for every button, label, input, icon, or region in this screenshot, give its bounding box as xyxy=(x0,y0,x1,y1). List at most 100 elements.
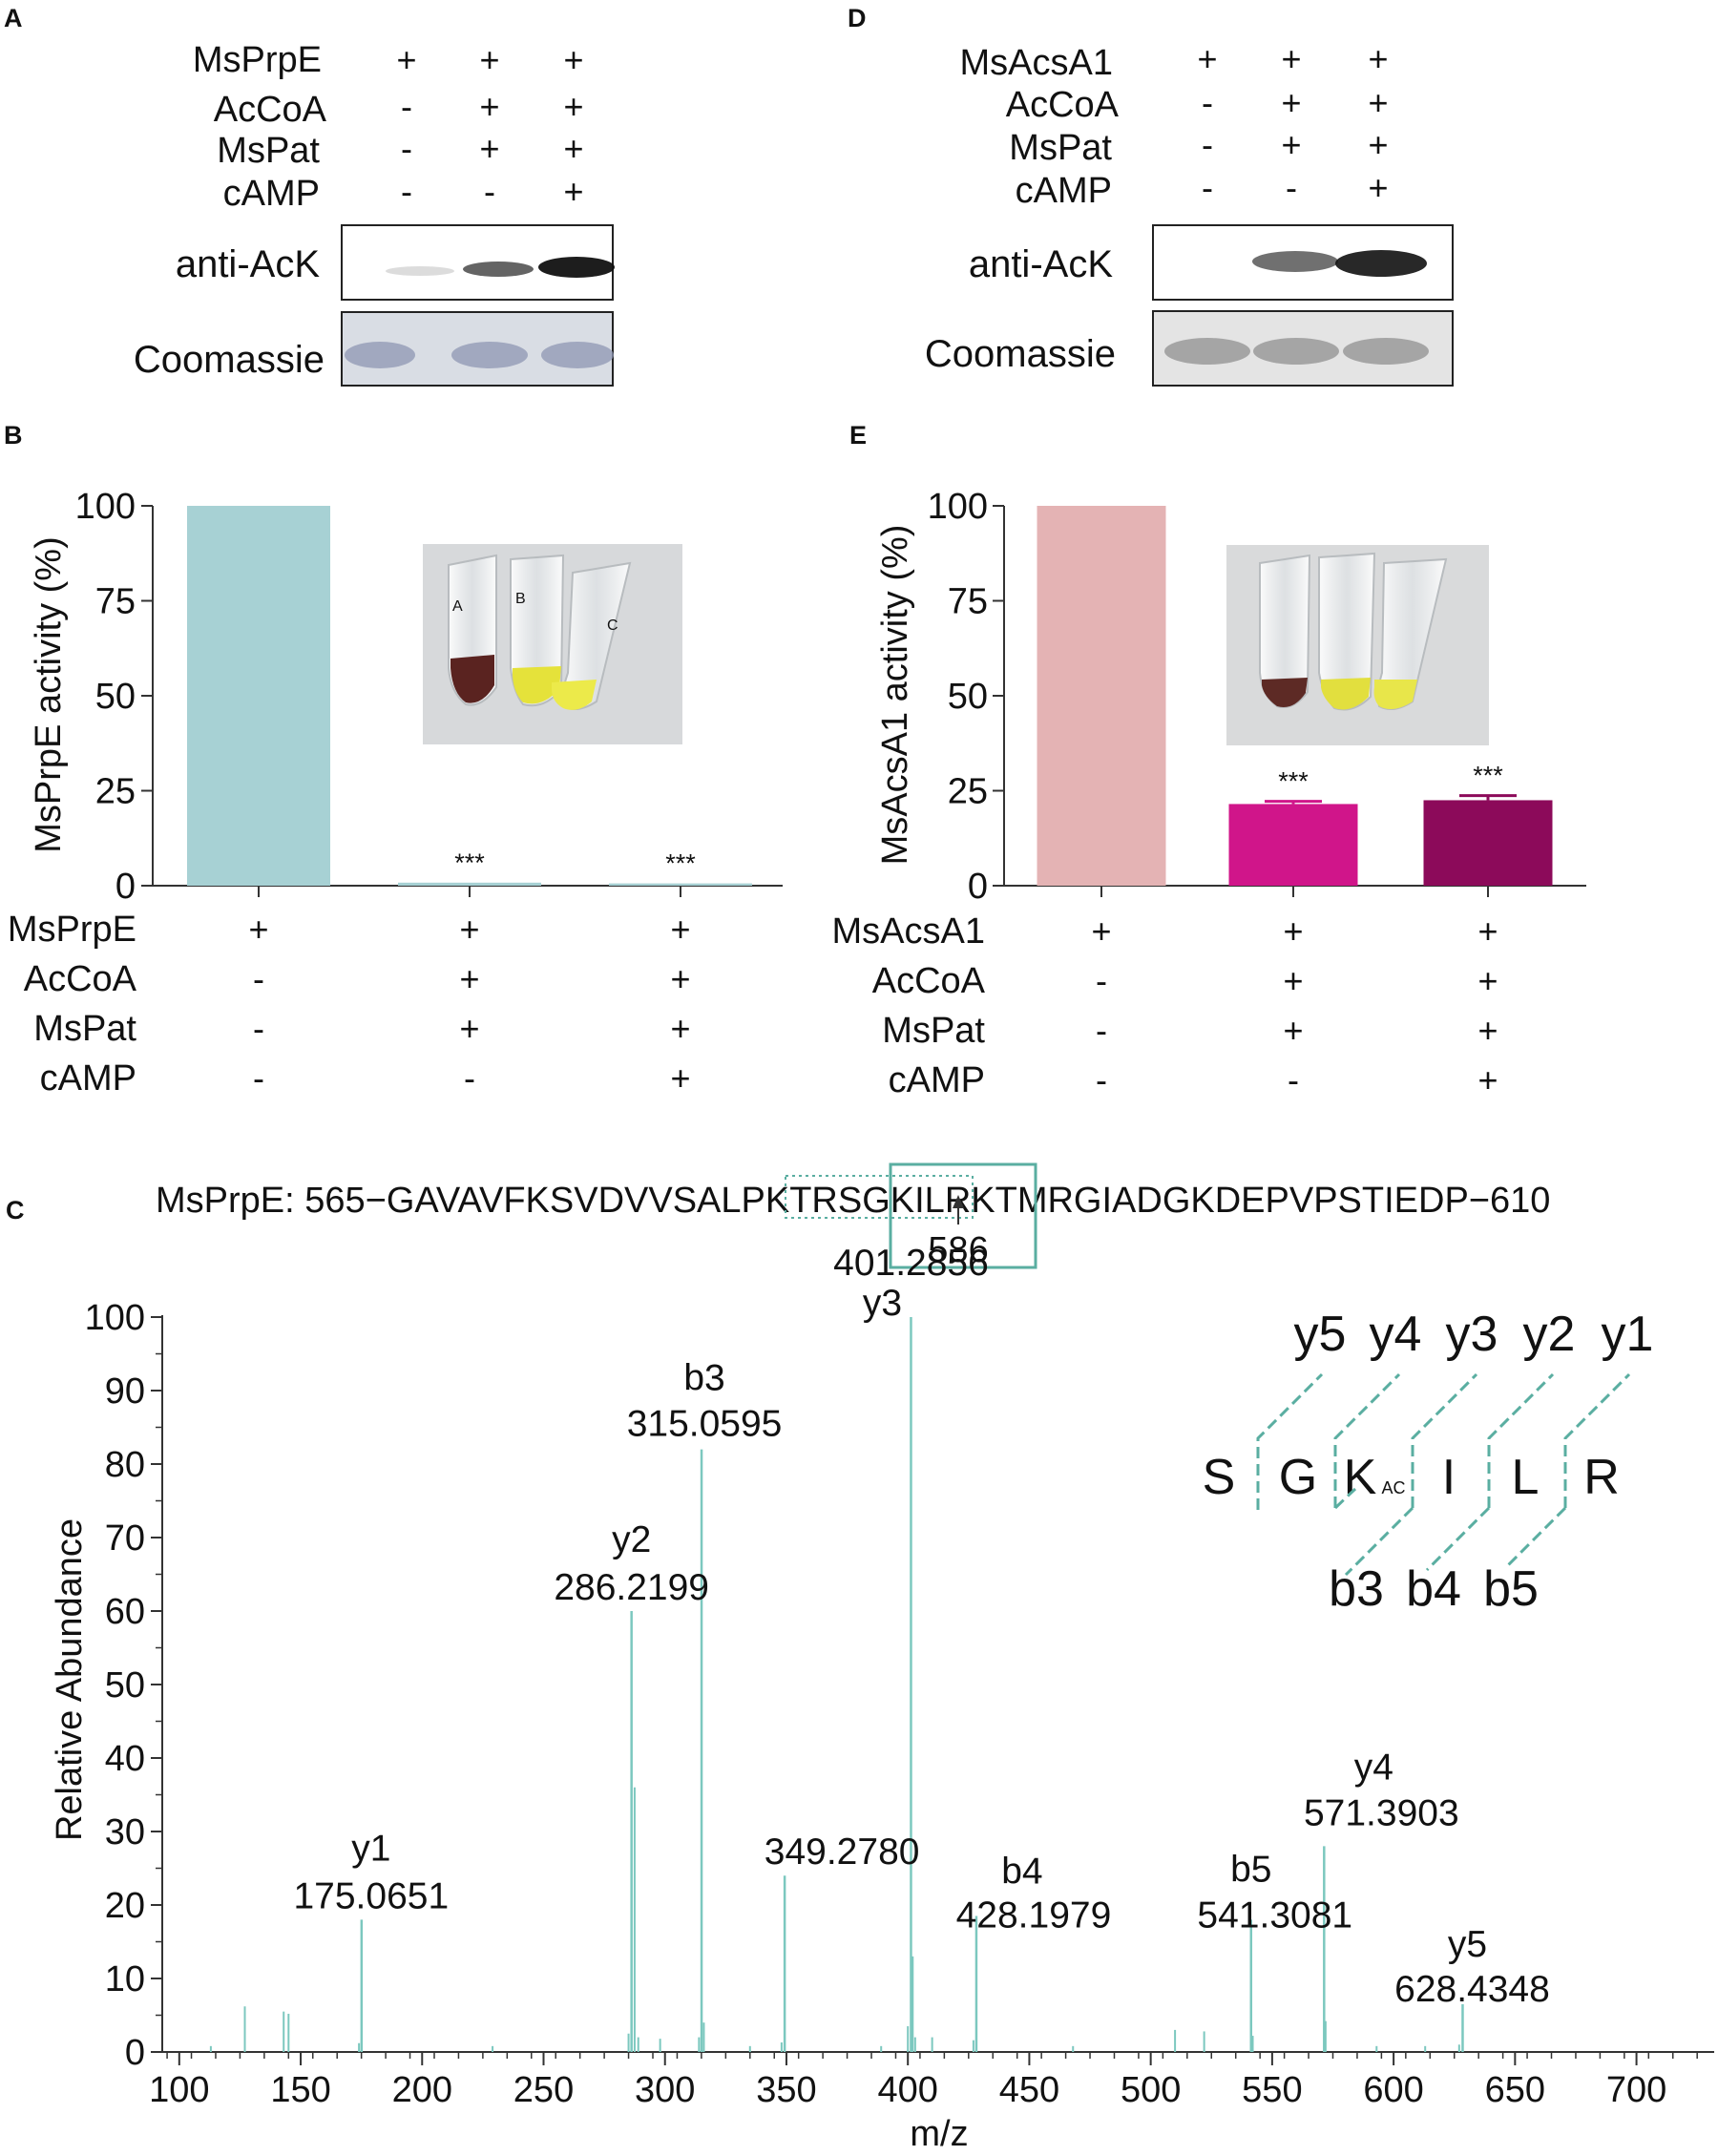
mz-label: 541.3081 xyxy=(1197,1894,1352,1936)
mz-label: 571.3903 xyxy=(1304,1792,1459,1833)
bar xyxy=(1423,800,1553,886)
sign: + xyxy=(479,129,499,168)
peptide-sequence: MsPrpE: 565−GAVAVFKSVDVVSALPKTRSGKILRKTM… xyxy=(156,1162,1550,1270)
blot-band xyxy=(1335,250,1427,277)
y-tick-label: 40 xyxy=(105,1739,145,1779)
ion-label: y5 xyxy=(1448,1924,1487,1965)
x-tick-label: 550 xyxy=(1242,2070,1302,2110)
peaks xyxy=(209,1317,1464,2052)
condition-label: MsPrpE xyxy=(193,40,322,80)
y3-cleavage xyxy=(1411,1372,1478,1508)
y-tick-label: 25 xyxy=(948,772,988,812)
sign: + xyxy=(479,40,499,79)
sign: + xyxy=(1477,1060,1498,1099)
sign: + xyxy=(563,87,583,126)
sign: + xyxy=(1477,911,1498,951)
x-tick-label: 150 xyxy=(270,2070,330,2110)
condition-label: cAMP xyxy=(1016,171,1112,211)
bar xyxy=(398,882,541,886)
blot-label-coomassie: Coomassie xyxy=(925,333,1116,375)
blot-band xyxy=(451,342,528,368)
panel-e-letter: E xyxy=(849,421,867,450)
mz-label: 401.2856 xyxy=(833,1243,989,1284)
sign: - xyxy=(401,172,412,211)
panel-e-chart: MsAcsA1 activity (%) 0 25 50 75 100 *** *** M… xyxy=(832,487,1586,1100)
y-ticks: 0 25 50 75 100 xyxy=(928,487,1004,907)
b3-tail xyxy=(1344,1506,1414,1577)
bars: *** *** xyxy=(1037,506,1553,897)
blot-band xyxy=(463,262,534,277)
y-ion-label: y3 xyxy=(1446,1307,1498,1362)
sign: + xyxy=(459,910,479,949)
tube-liquid-brown xyxy=(450,655,494,703)
condition-label: AcCoA xyxy=(24,959,137,999)
sign: + xyxy=(563,40,583,79)
condition-label: MsAcsA1 xyxy=(832,911,985,952)
sequence-text: MsPrpE: 565−GAVAVFKSVDVVSALPKTRSGKILRKTM… xyxy=(156,1181,1550,1221)
sign: - xyxy=(1096,961,1107,1000)
panel-a-letter: A xyxy=(4,4,23,32)
mz-label: 628.4348 xyxy=(1394,1969,1550,2010)
cleavage-lines xyxy=(1256,1372,1631,1577)
y-tick-label: 90 xyxy=(105,1371,145,1412)
tube-liquid-brown xyxy=(1262,678,1308,708)
y-tick-label: 0 xyxy=(125,2033,145,2073)
sign: - xyxy=(1202,83,1213,122)
x-tick-label: 250 xyxy=(513,2070,574,2110)
tube-label: A xyxy=(452,598,463,615)
ion-label: b5 xyxy=(1230,1849,1271,1890)
tube-label: C xyxy=(607,617,618,634)
y-tick-label: 75 xyxy=(948,582,988,622)
sign: - xyxy=(1288,1060,1299,1099)
sign: - xyxy=(1096,1060,1107,1099)
x-axis-label: m/z xyxy=(910,2114,968,2151)
y-tick-label: 80 xyxy=(105,1445,145,1485)
peak-labels: y1 175.0651 y2 286.2199 b3 315.0595 349.2780 y3… xyxy=(293,1243,1549,2010)
mz-label: 428.1979 xyxy=(956,1895,1112,1936)
site-number: 586 xyxy=(928,1230,988,1270)
y5-cleavage xyxy=(1256,1372,1324,1510)
sign: + xyxy=(248,910,268,949)
bar xyxy=(1037,506,1166,886)
mz-label: 175.0651 xyxy=(293,1875,449,1916)
sign: + xyxy=(1368,83,1388,122)
sign: + xyxy=(1477,961,1498,1000)
y-ion-label: y5 xyxy=(1294,1307,1347,1362)
condition-table: MsAcsA1 + + + AcCoA - + + MsPat - + + cAMP - - + xyxy=(832,911,1498,1100)
condition-label: MsPat xyxy=(882,1011,985,1051)
residue: G xyxy=(1279,1450,1317,1505)
tube-photo-e xyxy=(1226,545,1489,745)
sign: + xyxy=(670,1009,690,1048)
y2-cleavage xyxy=(1487,1372,1555,1508)
y4-cleavage xyxy=(1333,1372,1401,1508)
tube-liquid-yellow xyxy=(1321,678,1371,710)
x-tick-label: 600 xyxy=(1363,2070,1423,2110)
blot-band xyxy=(1253,338,1339,365)
residue: L xyxy=(1512,1450,1540,1505)
blot-band xyxy=(1343,338,1429,365)
condition-label: AcCoA xyxy=(214,90,327,130)
sign: + xyxy=(1368,125,1388,164)
sign: - xyxy=(1096,1011,1107,1050)
panel-b-letter: B xyxy=(4,421,23,450)
condition-label: MsPat xyxy=(1009,128,1112,168)
mz-label: 349.2780 xyxy=(765,1832,920,1873)
y-tick-label: 50 xyxy=(948,677,988,717)
sign: + xyxy=(459,959,479,998)
y-tick-label: 50 xyxy=(95,677,136,717)
sign: + xyxy=(670,959,690,998)
sign: - xyxy=(1286,168,1297,207)
tube-liquid-yellow xyxy=(513,666,561,704)
condition-label: AcCoA xyxy=(872,961,986,1001)
sign: - xyxy=(1202,168,1213,207)
b5-cleavage xyxy=(1504,1506,1567,1569)
mz-label: 315.0595 xyxy=(627,1404,783,1445)
sign: + xyxy=(1281,125,1301,164)
condition-label: cAMP xyxy=(40,1058,136,1099)
sign: + xyxy=(1091,911,1111,951)
blot-label-anti-ack: anti-AcK xyxy=(176,243,320,285)
sign: + xyxy=(1477,1011,1498,1050)
y-ion-label: y2 xyxy=(1523,1307,1576,1362)
tube-label: B xyxy=(515,591,526,607)
